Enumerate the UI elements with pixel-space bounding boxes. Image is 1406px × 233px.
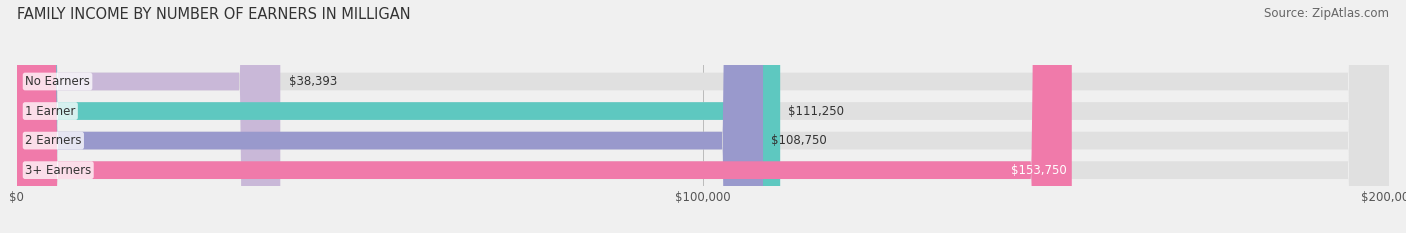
Text: $111,250: $111,250 [789,105,845,117]
Text: $108,750: $108,750 [772,134,827,147]
FancyBboxPatch shape [17,0,1389,233]
FancyBboxPatch shape [17,0,1389,233]
Text: Source: ZipAtlas.com: Source: ZipAtlas.com [1264,7,1389,20]
Text: FAMILY INCOME BY NUMBER OF EARNERS IN MILLIGAN: FAMILY INCOME BY NUMBER OF EARNERS IN MI… [17,7,411,22]
FancyBboxPatch shape [17,0,763,233]
Text: 1 Earner: 1 Earner [25,105,76,117]
FancyBboxPatch shape [17,0,280,233]
FancyBboxPatch shape [17,0,1389,233]
Text: 3+ Earners: 3+ Earners [25,164,91,177]
FancyBboxPatch shape [17,0,780,233]
Text: $38,393: $38,393 [288,75,337,88]
Text: 2 Earners: 2 Earners [25,134,82,147]
Text: $153,750: $153,750 [1011,164,1066,177]
FancyBboxPatch shape [17,0,1071,233]
Text: No Earners: No Earners [25,75,90,88]
FancyBboxPatch shape [17,0,1389,233]
